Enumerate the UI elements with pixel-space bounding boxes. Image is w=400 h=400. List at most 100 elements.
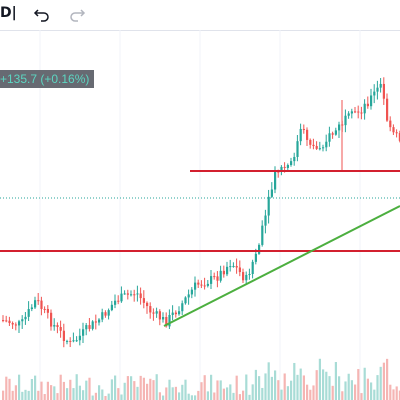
undo-button[interactable] (30, 3, 54, 27)
candle-body (50, 312, 53, 327)
candle-body (283, 166, 286, 168)
candle-body (261, 225, 264, 245)
volume-bar (274, 370, 277, 400)
candle-body (366, 103, 369, 107)
candle-body (235, 265, 238, 268)
price-change-text: +135.7 (+0.16%) (0, 72, 90, 86)
volume-bar (200, 382, 203, 400)
volume-bar (101, 389, 104, 400)
volume-bar (318, 358, 321, 400)
volume-bar (117, 388, 120, 400)
candle-body (181, 303, 184, 312)
candle-body (24, 316, 27, 320)
volume-bar (174, 386, 177, 400)
candle-body (85, 325, 88, 330)
candle-body (75, 340, 78, 342)
volume-bar (392, 389, 395, 400)
candle-body (248, 273, 251, 275)
volume-bar (107, 393, 110, 400)
candle-body (78, 335, 81, 341)
candle-body (69, 340, 72, 342)
candle-body (200, 284, 203, 286)
volume-bar (30, 378, 33, 400)
candle-body (280, 166, 283, 172)
candle-body (277, 171, 280, 173)
volume-bar (130, 376, 133, 400)
candle-body (331, 133, 334, 135)
candle-body (363, 103, 366, 114)
candle-body (350, 111, 353, 114)
candle-body (178, 311, 181, 315)
volume-bar (18, 374, 21, 400)
candle-body (8, 320, 11, 323)
candle-body (5, 320, 8, 322)
candle-body (30, 307, 33, 310)
volume-bar (261, 387, 264, 400)
candle-body (219, 270, 222, 281)
candle-body (184, 297, 187, 304)
volume-bar (114, 375, 117, 400)
candle-body (101, 312, 104, 320)
candle-body (379, 83, 382, 88)
candle-body (155, 311, 158, 314)
volume-bars (2, 358, 400, 400)
candle-body (40, 300, 43, 309)
candle-body (43, 308, 46, 310)
volume-bar (248, 394, 251, 400)
volume-bar (344, 381, 347, 400)
candle-body (245, 274, 248, 281)
volume-bar (338, 376, 341, 400)
volume-bar (366, 378, 369, 400)
volume-bar (14, 385, 17, 400)
volume-bar (341, 391, 344, 400)
candle-body (114, 300, 117, 305)
volume-bar (376, 375, 379, 400)
volume-bar (312, 385, 315, 400)
toolbar-clipped-label: D| (0, 5, 17, 21)
candle-body (37, 300, 40, 302)
candles (2, 77, 400, 348)
candle-body (72, 340, 75, 342)
volume-bar (181, 384, 184, 400)
volume-bar (75, 374, 78, 400)
candle-body (21, 319, 24, 322)
candle-body (286, 165, 289, 168)
redo-button[interactable] (65, 3, 89, 27)
price-change-badge: +135.7 (+0.16%) (0, 70, 95, 88)
volume-bar (8, 378, 11, 400)
chart-grid (39, 30, 361, 400)
candle-body (206, 283, 209, 286)
candle-body (146, 302, 149, 307)
candle-body (162, 317, 165, 320)
volume-bar (280, 389, 283, 400)
volume-bar (360, 393, 363, 400)
candle-body (290, 161, 293, 166)
candle-body (357, 111, 360, 113)
volume-bar (120, 394, 123, 400)
price-chart[interactable] (0, 30, 400, 400)
volume-bar (21, 391, 24, 400)
volume-bar (142, 377, 145, 400)
volume-bar (290, 380, 293, 400)
candle-body (264, 215, 267, 226)
candle-body (344, 115, 347, 126)
candle-body (98, 319, 101, 323)
volume-bar (2, 390, 5, 400)
candle-body (197, 282, 200, 285)
volume-bar (85, 380, 88, 400)
candle-body (216, 276, 219, 281)
volume-bar (146, 383, 149, 400)
volume-bar (126, 376, 129, 400)
volume-bar (216, 380, 219, 400)
candle-body (267, 196, 270, 216)
candle-body (334, 130, 337, 135)
candle-body (88, 325, 91, 329)
candle-body (126, 293, 129, 295)
candle-body (389, 120, 392, 128)
chart-pane[interactable]: +135.7 (+0.16%) (0, 30, 400, 400)
volume-bar (158, 392, 161, 400)
candle-body (238, 267, 241, 273)
candle-body (232, 265, 235, 267)
candle-body (46, 308, 49, 313)
volume-bar (165, 387, 168, 400)
